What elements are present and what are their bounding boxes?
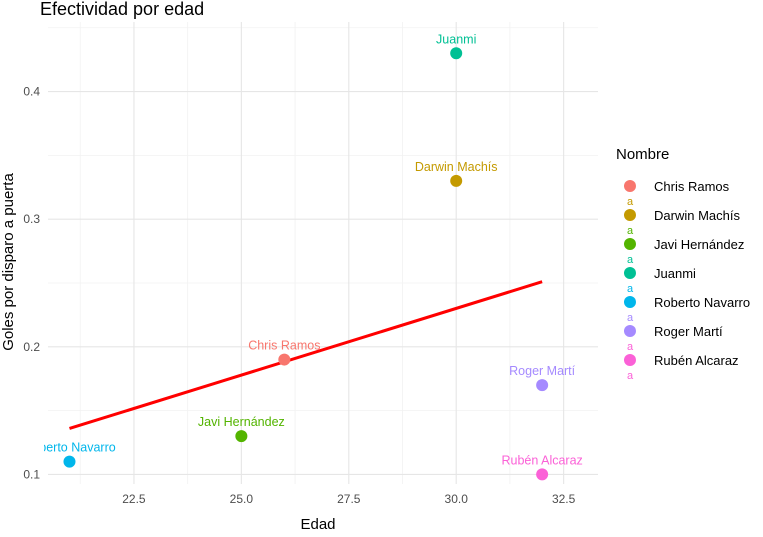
x-axis-ticks: 22.5 25.0 27.5 30.0 32.5 [122, 492, 575, 506]
y-axis-title: Goles por disparo a puerta [0, 173, 17, 351]
legend-text-key: a [627, 225, 634, 237]
major-grid [48, 22, 598, 484]
legend-item: Roberto Navarro a [624, 295, 750, 324]
point-labels: Chris Ramos Darwin Machís Javi Hernández Ju… [23, 32, 583, 467]
legend-text-key: a [627, 370, 634, 382]
x-tick-label: 27.5 [337, 492, 361, 506]
legend-item: Chris Ramos a [624, 179, 730, 208]
minor-grid [48, 22, 598, 484]
legend-swatch [624, 238, 636, 250]
data-point [278, 353, 291, 366]
trend-line [69, 280, 543, 430]
point-label: Javi Hernández [198, 415, 285, 429]
legend-text-key: a [627, 341, 634, 353]
legend-label: Roger Martí [654, 324, 723, 339]
y-tick-label: 0.1 [23, 467, 40, 481]
legend-text-key: a [627, 312, 634, 324]
point-label: Roberto Navarro [23, 441, 115, 455]
legend-text-key: a [627, 283, 634, 295]
legend-swatch [624, 180, 636, 192]
point-label: Chris Ramos [248, 339, 320, 353]
legend-label: Rubén Alcaraz [654, 353, 739, 368]
point-label: Darwin Machís [415, 160, 498, 174]
data-point [63, 455, 76, 468]
legend-item: Javi Hernández a [624, 237, 744, 266]
legend-swatch [624, 325, 636, 337]
point-label: Rubén Alcaraz [501, 453, 582, 467]
legend-text-key: a [627, 196, 634, 208]
legend-swatch [624, 296, 636, 308]
data-point [450, 174, 463, 187]
legend-label: Darwin Machís [654, 208, 740, 223]
legend-item: Darwin Machís a [624, 208, 740, 237]
legend-label: Chris Ramos [654, 179, 730, 194]
y-tick-label: 0.3 [23, 212, 40, 226]
x-tick-label: 22.5 [122, 492, 146, 506]
point-label: Roger Martí [509, 364, 576, 378]
chart-title: Efectividad por edad [40, 0, 204, 19]
legend-item: Roger Martí a [624, 324, 723, 353]
x-axis-title: Edad [300, 516, 335, 533]
data-point [536, 379, 549, 392]
legend-label: Juanmi [654, 266, 696, 281]
legend-item: Rubén Alcaraz a [624, 353, 739, 382]
x-tick-label: 30.0 [445, 492, 469, 506]
legend-label: Roberto Navarro [654, 295, 750, 310]
x-tick-label: 25.0 [230, 492, 254, 506]
legend-swatch [624, 354, 636, 366]
y-tick-label: 0.4 [23, 85, 40, 99]
data-points [63, 47, 549, 481]
data-point [450, 47, 463, 60]
legend-text-key: a [627, 254, 634, 266]
legend-title: Nombre [616, 146, 669, 163]
data-point [536, 468, 549, 481]
data-point [235, 430, 248, 443]
legend-swatch [624, 209, 636, 221]
legend-label: Javi Hernández [654, 237, 744, 252]
y-axis-ticks: 0.1 0.2 0.3 0.4 [23, 85, 40, 482]
legend-swatch [624, 267, 636, 279]
x-tick-label: 32.5 [552, 492, 576, 506]
legend-item: Juanmi a [624, 266, 696, 295]
point-label: Juanmi [436, 32, 476, 46]
y-tick-label: 0.2 [23, 340, 40, 354]
